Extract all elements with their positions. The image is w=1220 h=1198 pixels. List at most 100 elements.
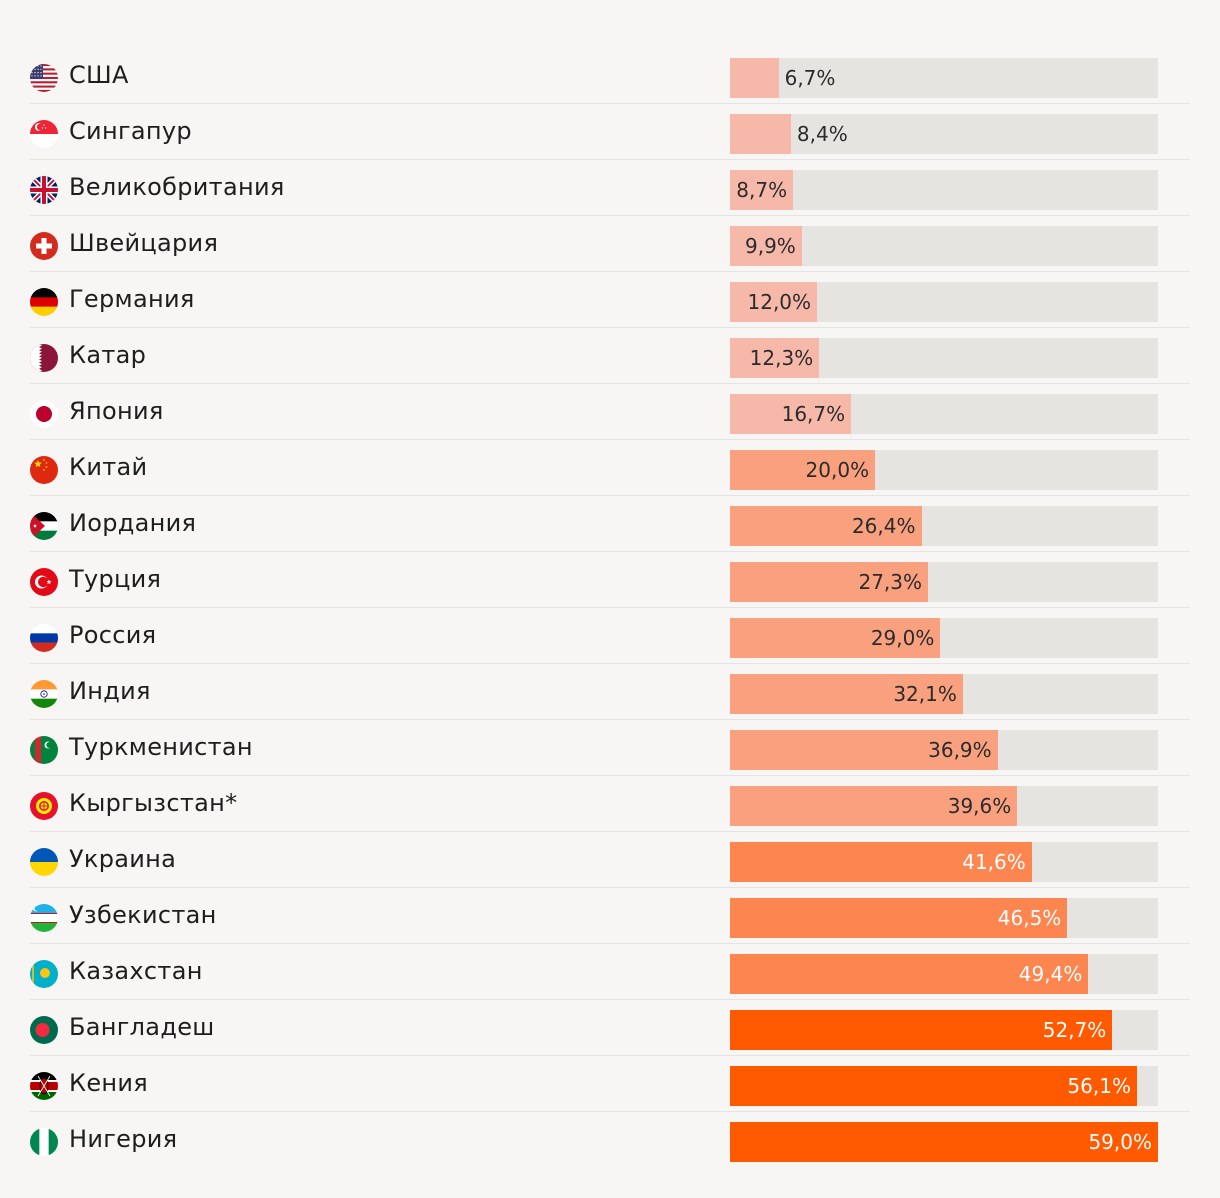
category-label: Украина	[69, 845, 177, 873]
data-label: 59,0%	[1088, 1130, 1152, 1154]
data-label: 36,9%	[928, 738, 992, 762]
category-label: Германия	[69, 285, 195, 313]
flag-switzerland-icon	[30, 232, 58, 260]
data-label: 12,0%	[747, 290, 812, 314]
bar	[730, 58, 779, 98]
bar	[730, 842, 1032, 882]
flag-kazakhstan-icon	[30, 960, 58, 988]
chart-row: Великобритания 8,7%	[30, 160, 1190, 216]
bar-track: 39,6%	[730, 786, 1158, 826]
flag-usa-icon	[30, 64, 58, 92]
chart-row: Туркменистан 36,9%	[30, 720, 1190, 776]
bar	[730, 618, 941, 658]
flag-jordan-icon	[30, 512, 58, 540]
data-label: 12,3%	[749, 346, 814, 370]
bar	[730, 674, 963, 714]
data-label: 26,4%	[851, 514, 916, 538]
data-label: 16,7%	[781, 402, 846, 426]
bar-track: 49,4%	[730, 954, 1158, 994]
category-label: Казахстан	[69, 957, 203, 985]
data-label: 8,7%	[736, 178, 788, 202]
chart-row: Кения 56,1%	[30, 1056, 1190, 1112]
bar-track: 32,1%	[730, 674, 1158, 714]
flag-ukraine-icon	[30, 848, 58, 876]
bar-track: 12,0%	[730, 282, 1158, 322]
chart-row: Сингапур 8,4%	[30, 104, 1190, 160]
flag-bangladesh-icon	[30, 1016, 58, 1044]
chart-row: Турция 27,3%	[30, 552, 1190, 608]
category-label: Кения	[69, 1069, 149, 1097]
chart-row: Индия 32,1%	[30, 664, 1190, 720]
bar-track: 52,7%	[730, 1010, 1158, 1050]
flag-germany-icon	[30, 288, 58, 316]
category-label: Китай	[69, 453, 148, 481]
bar	[730, 282, 818, 322]
bar	[730, 1010, 1113, 1050]
flag-nigeria-icon	[30, 1128, 58, 1156]
category-label: Япония	[69, 397, 164, 425]
category-label: Кыргызстан*	[69, 789, 238, 817]
flag-japan-icon	[30, 400, 58, 428]
bar-track: 6,7%	[730, 58, 1158, 98]
bar-track: 27,3%	[730, 562, 1158, 602]
bar	[730, 114, 791, 154]
chart-row: Катар 12,3%	[30, 328, 1190, 384]
bar-track: 46,5%	[730, 898, 1158, 938]
data-label: 32,1%	[893, 682, 957, 706]
bar-track: 29,0%	[730, 618, 1158, 658]
flag-china-icon	[30, 456, 58, 484]
chart-row: Узбекистан 46,5%	[30, 888, 1190, 944]
bar	[730, 730, 998, 770]
bar-track: 16,7%	[730, 394, 1158, 434]
category-label: Бангладеш	[69, 1013, 215, 1041]
bar-track: 9,9%	[730, 226, 1158, 266]
chart-row: Швейцария 9,9%	[30, 216, 1190, 272]
flag-kenya-icon	[30, 1072, 58, 1100]
bar	[730, 786, 1018, 826]
chart: США 6,7% Сингапур 8,4% Великобритания 8,7% Шв…	[30, 48, 1190, 1168]
data-label: 39,6%	[947, 794, 1012, 818]
data-label: 52,7%	[1042, 1018, 1107, 1042]
chart-row: Россия 29,0%	[30, 608, 1190, 664]
category-label: Швейцария	[69, 229, 219, 257]
category-label: Узбекистан	[69, 901, 217, 929]
data-label: 29,0%	[870, 626, 935, 650]
data-label: 41,6%	[962, 850, 1026, 874]
bar-track: 56,1%	[730, 1066, 1158, 1106]
chart-row: Казахстан 49,4%	[30, 944, 1190, 1000]
bar-track: 59,0%	[730, 1122, 1158, 1162]
category-label: Катар	[69, 341, 147, 369]
chart-row: Украина 41,6%	[30, 832, 1190, 888]
bar	[730, 954, 1089, 994]
category-label: Иордания	[69, 509, 197, 537]
bar	[730, 170, 794, 210]
data-label: 46,5%	[997, 906, 1062, 930]
data-label: 56,1%	[1067, 1074, 1131, 1098]
chart-row: Иордания 26,4%	[30, 496, 1190, 552]
flag-kyrgyzstan-icon	[30, 792, 58, 820]
bar-track: 8,7%	[730, 170, 1158, 210]
bar-track: 20,0%	[730, 450, 1158, 490]
flag-india-icon	[30, 680, 58, 708]
data-label: 27,3%	[858, 570, 923, 594]
flag-qatar-icon	[30, 344, 58, 372]
flag-singapore-icon	[30, 120, 58, 148]
bar	[730, 506, 922, 546]
bar-track: 12,3%	[730, 338, 1158, 378]
category-label: Индия	[69, 677, 151, 705]
flag-uk-icon	[30, 176, 58, 204]
bar	[730, 394, 852, 434]
bar	[730, 226, 802, 266]
category-label: Россия	[69, 621, 157, 649]
bar	[730, 898, 1068, 938]
chart-row: США 6,7%	[30, 48, 1190, 104]
bar-track: 41,6%	[730, 842, 1158, 882]
category-label: США	[69, 61, 129, 89]
data-label: 20,0%	[805, 458, 870, 482]
data-label: 9,9%	[745, 234, 796, 258]
data-label: 8,4%	[796, 122, 848, 146]
bar-track: 36,9%	[730, 730, 1158, 770]
chart-row: Кыргызстан* 39,6%	[30, 776, 1190, 832]
chart-row: Бангладеш 52,7%	[30, 1000, 1190, 1056]
category-label: Великобритания	[69, 173, 285, 201]
